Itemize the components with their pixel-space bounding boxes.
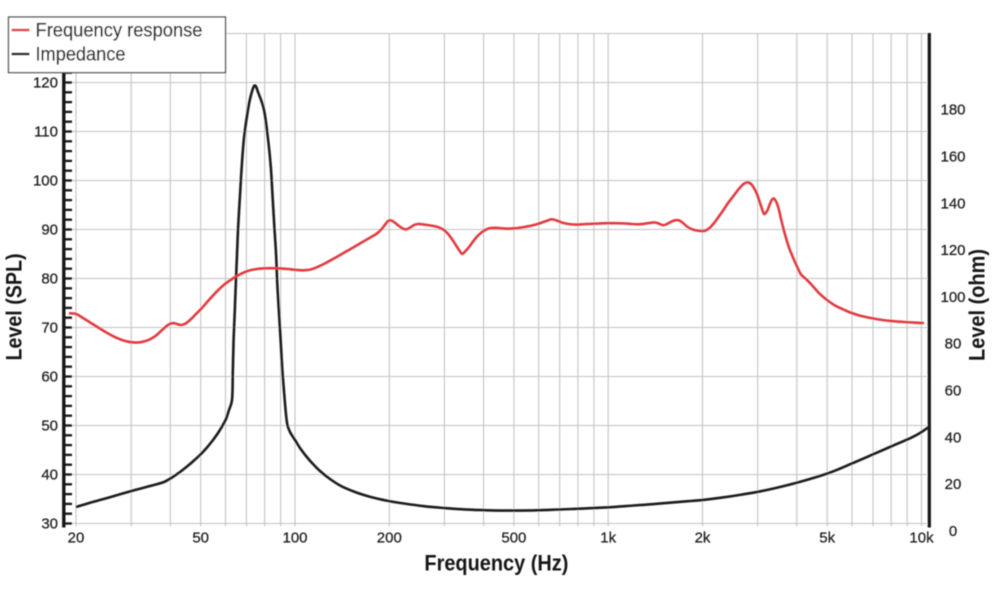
- svg-text:500: 500: [501, 530, 526, 547]
- svg-text:Level (SPL): Level (SPL): [2, 254, 27, 361]
- svg-text:160: 160: [940, 149, 965, 166]
- svg-text:20: 20: [945, 476, 962, 493]
- svg-text:100: 100: [33, 173, 58, 190]
- svg-text:80: 80: [41, 271, 58, 288]
- svg-text:90: 90: [41, 222, 58, 239]
- svg-text:40: 40: [41, 467, 58, 484]
- svg-text:40: 40: [945, 429, 962, 446]
- svg-text:50: 50: [41, 418, 58, 435]
- svg-text:80: 80: [945, 336, 962, 353]
- svg-text:140: 140: [940, 195, 965, 212]
- svg-text:20: 20: [68, 530, 85, 547]
- svg-text:0: 0: [949, 523, 957, 540]
- svg-text:120: 120: [33, 75, 58, 92]
- svg-text:110: 110: [34, 124, 58, 141]
- svg-text:60: 60: [41, 369, 58, 386]
- svg-text:180: 180: [940, 102, 965, 119]
- svg-text:100: 100: [940, 289, 965, 306]
- svg-text:50: 50: [192, 530, 209, 547]
- svg-text:2k: 2k: [695, 530, 711, 547]
- svg-text:5k: 5k: [819, 530, 835, 547]
- svg-text:Frequency response: Frequency response: [36, 21, 203, 42]
- svg-text:100: 100: [282, 530, 307, 547]
- svg-text:1k: 1k: [600, 530, 616, 547]
- svg-text:60: 60: [945, 383, 962, 400]
- svg-text:70: 70: [41, 320, 58, 337]
- svg-text:10k: 10k: [909, 530, 934, 547]
- svg-text:200: 200: [377, 530, 402, 547]
- svg-text:Level (ohm): Level (ohm): [965, 249, 990, 361]
- svg-text:30: 30: [41, 516, 58, 533]
- svg-text:Frequency (Hz): Frequency (Hz): [424, 551, 568, 576]
- svg-text:120: 120: [940, 242, 965, 259]
- svg-text:Impedance: Impedance: [36, 45, 126, 66]
